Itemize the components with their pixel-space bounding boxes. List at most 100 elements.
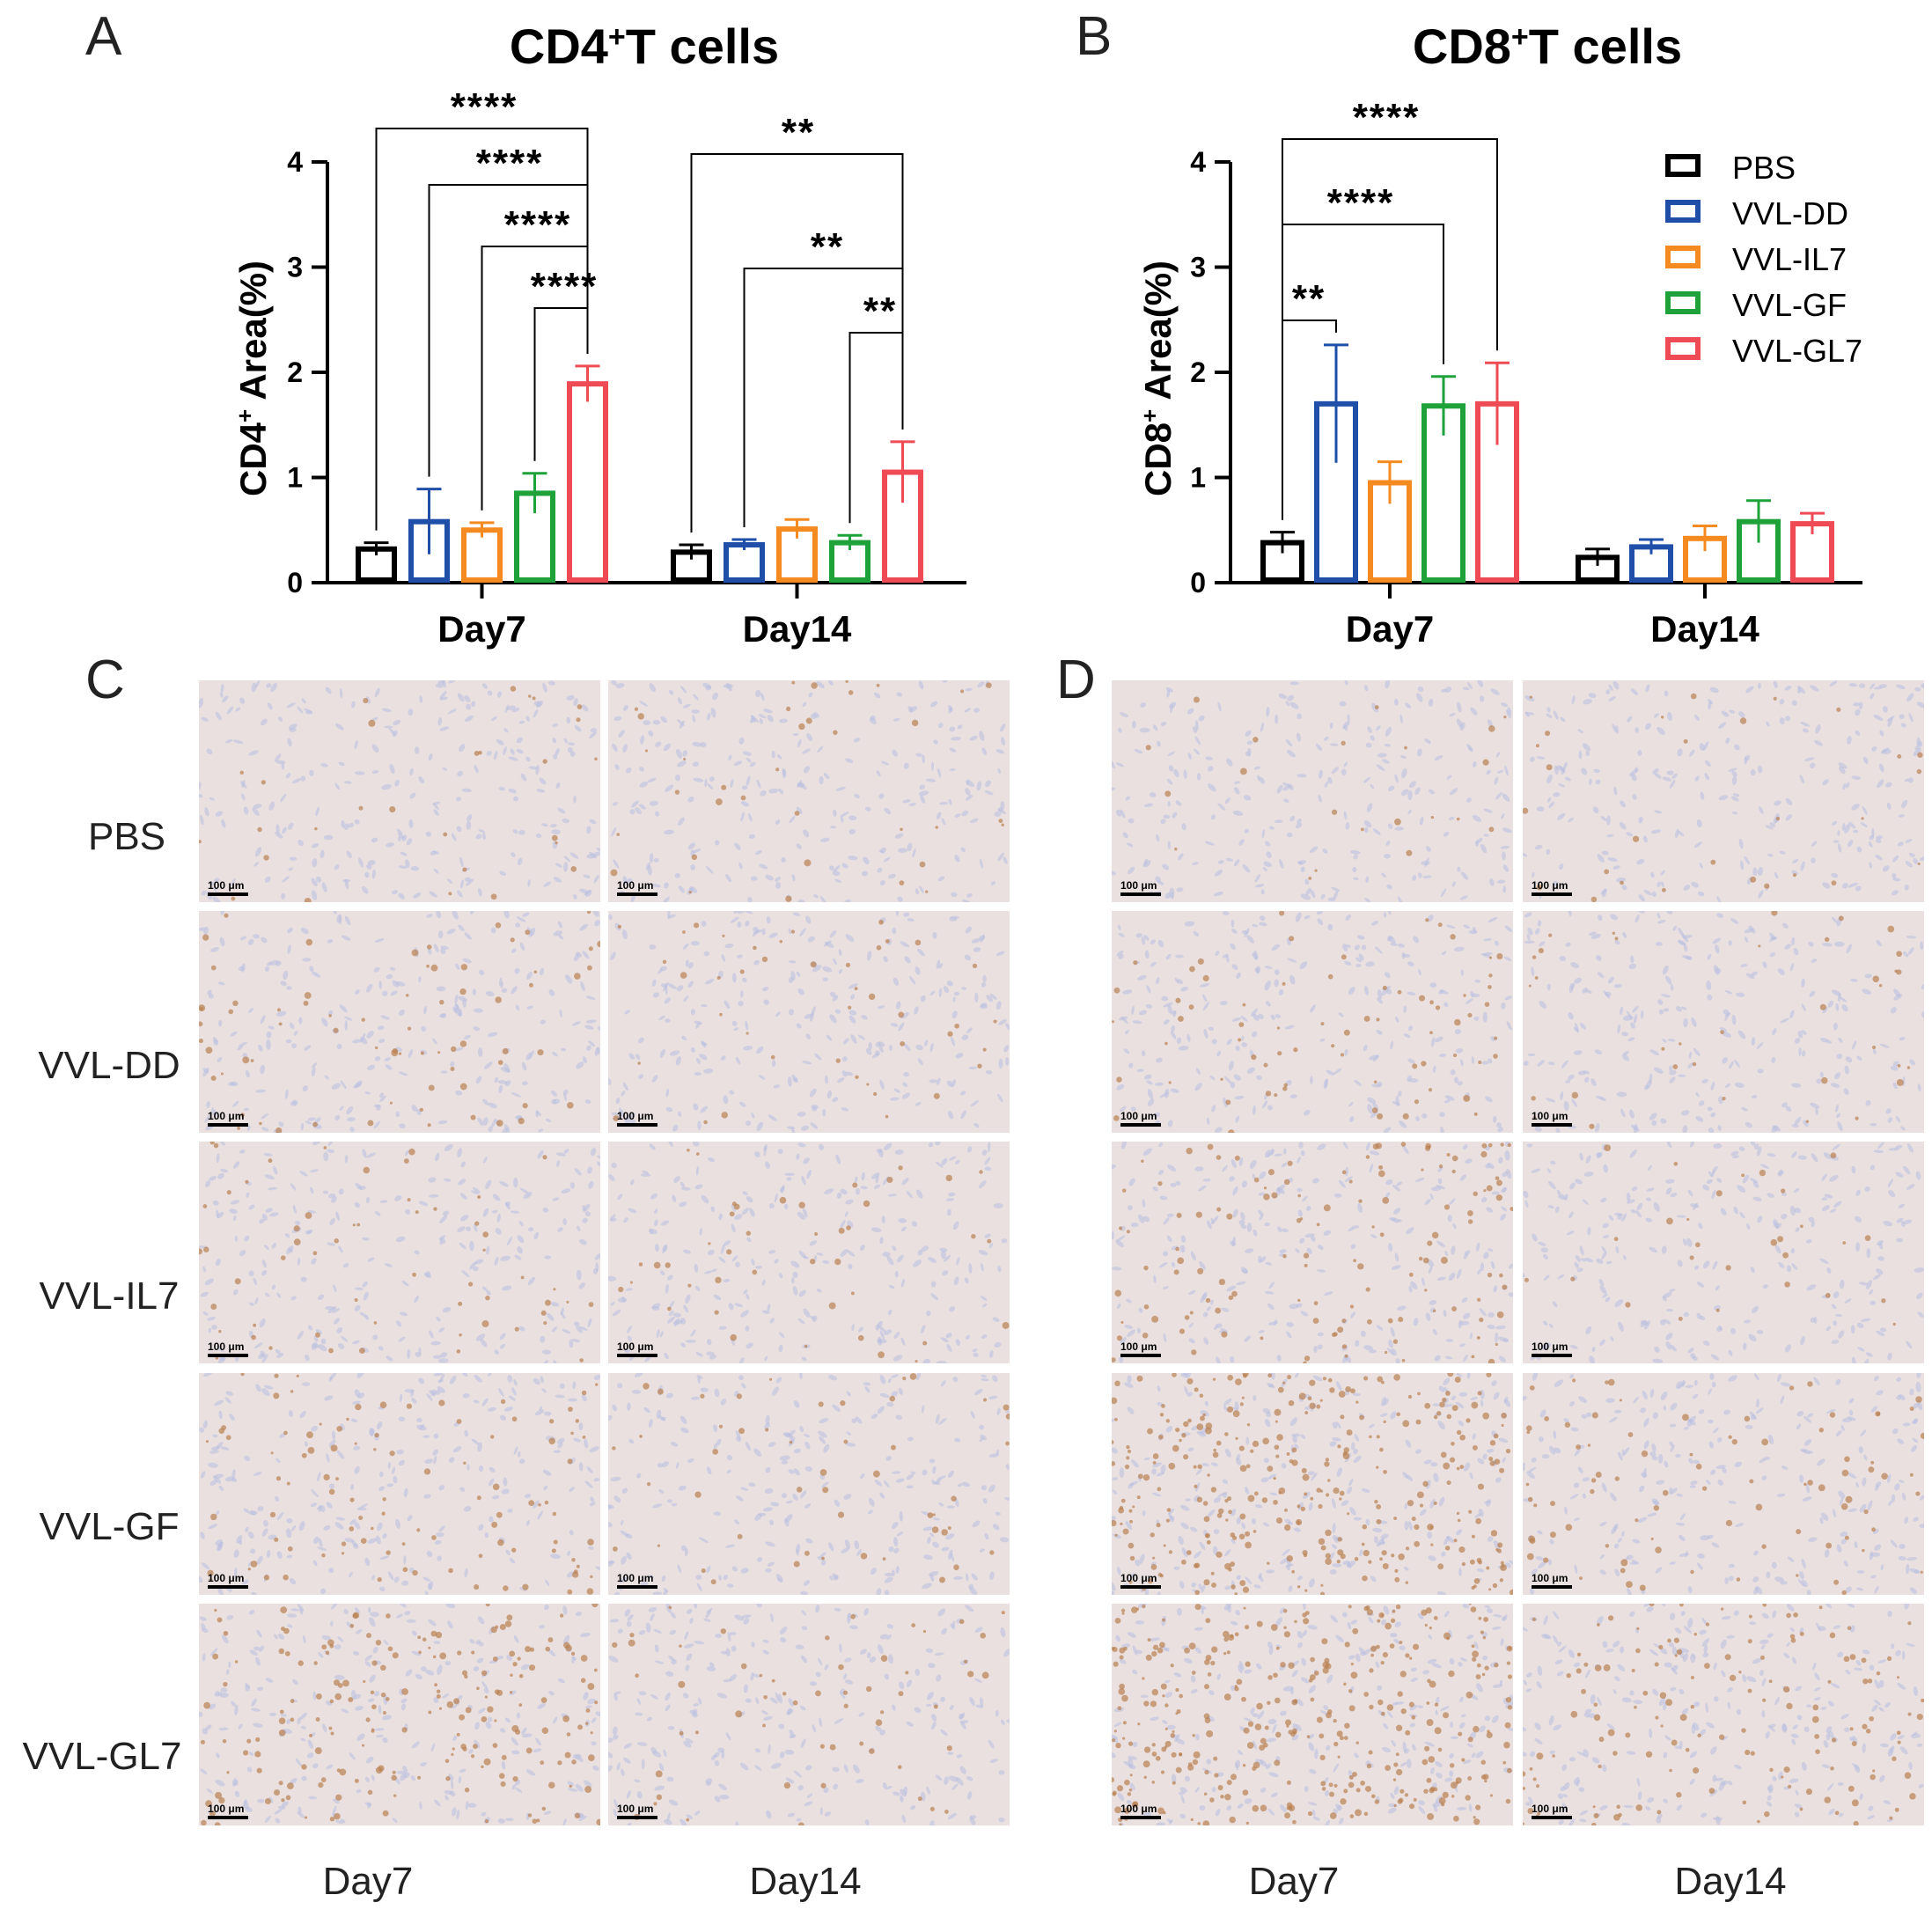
nucleus-dot	[746, 1293, 750, 1300]
stain-dot	[315, 1332, 320, 1338]
nucleus-dot	[234, 1705, 239, 1715]
stain-dot	[293, 1225, 300, 1232]
nucleus-dot	[843, 1038, 849, 1045]
nucleus-dot	[248, 1204, 255, 1210]
nucleus-dot	[578, 1462, 584, 1472]
nucleus-dot	[326, 1453, 330, 1463]
nucleus-dot	[1203, 1028, 1208, 1039]
nucleus-dot	[1210, 1462, 1218, 1467]
nucleus-dot	[1456, 1373, 1462, 1377]
stain-dot	[1226, 1213, 1233, 1220]
nucleus-dot	[474, 1375, 482, 1383]
nucleus-dot	[268, 1186, 278, 1191]
nucleus-dot	[587, 1698, 597, 1705]
nucleus-dot	[550, 1553, 561, 1559]
nucleus-dot	[933, 739, 938, 745]
stain-dot	[635, 1673, 639, 1678]
nucleus-dot	[981, 1303, 988, 1308]
nucleus-dot	[464, 1034, 471, 1039]
stain-dot	[1234, 1155, 1240, 1161]
nucleus-dot	[1202, 1178, 1211, 1182]
nucleus-dot	[768, 1114, 777, 1121]
nucleus-dot	[393, 1576, 400, 1583]
nucleus-dot	[846, 1250, 856, 1257]
nucleus-dot	[204, 1278, 214, 1286]
nucleus-dot	[382, 990, 388, 996]
nucleus-dot	[623, 1743, 633, 1749]
nucleus-dot	[528, 766, 538, 770]
nucleus-dot	[984, 1233, 991, 1238]
nucleus-dot	[300, 775, 306, 782]
stain-dot	[274, 1373, 279, 1378]
nucleus-dot	[1167, 841, 1172, 849]
nucleus-dot	[333, 1284, 337, 1292]
nucleus-dot	[426, 1551, 433, 1557]
nucleus-dot	[344, 823, 349, 831]
tile-background	[608, 1373, 1010, 1595]
nucleus-dot	[650, 1613, 655, 1621]
stain-dot	[1341, 1318, 1347, 1324]
stain-dot	[869, 1748, 875, 1754]
nucleus-dot	[665, 1283, 669, 1294]
stain-dot	[629, 1632, 635, 1638]
stain-dot	[932, 1513, 936, 1517]
nucleus-dot	[212, 896, 221, 902]
nucleus-dot	[1398, 944, 1405, 948]
nucleus-dot	[452, 1446, 462, 1453]
nucleus-dot	[1370, 735, 1375, 741]
nucleus-dot	[387, 1571, 394, 1581]
nucleus-dot	[748, 834, 755, 839]
stain-dot	[270, 1451, 274, 1455]
stain-dot	[571, 1759, 577, 1765]
nucleus-dot	[1345, 822, 1350, 830]
stain-dot	[1227, 1406, 1234, 1413]
stain-dot	[334, 1812, 341, 1820]
nucleus-dot	[1472, 761, 1477, 768]
nucleus-dot	[940, 1696, 946, 1702]
nucleus-dot	[1353, 1455, 1362, 1464]
nucleus-dot	[1309, 1578, 1315, 1588]
nucleus-dot	[440, 1070, 448, 1074]
stain-dot	[385, 1697, 390, 1701]
nucleus-dot	[1252, 1395, 1257, 1401]
stain-dot	[1005, 1414, 1010, 1420]
nucleus-dot	[638, 1691, 647, 1696]
stain-dot	[436, 1693, 441, 1699]
stain-dot	[1353, 1259, 1356, 1263]
stain-dot	[829, 1744, 836, 1751]
nucleus-dot	[1397, 1305, 1407, 1311]
nucleus-dot	[640, 1173, 651, 1177]
nucleus-dot	[997, 768, 1002, 775]
nucleus-dot	[234, 1235, 238, 1242]
stain-dot	[1181, 1433, 1186, 1438]
nucleus-dot	[1371, 1083, 1381, 1088]
nucleus-dot	[994, 812, 1002, 817]
nucleus-dot	[298, 1521, 305, 1531]
nucleus-dot	[1357, 935, 1365, 940]
nucleus-dot	[1357, 1202, 1363, 1214]
nucleus-dot	[1230, 1356, 1235, 1363]
nucleus-dot	[746, 911, 753, 914]
stain-dot	[448, 892, 452, 896]
stain-dot	[805, 717, 812, 724]
nucleus-dot	[746, 1120, 752, 1127]
nucleus-dot	[843, 1494, 852, 1500]
nucleus-dot	[1446, 775, 1452, 780]
nucleus-dot	[833, 958, 837, 966]
stain-dot	[798, 723, 805, 731]
nucleus-dot	[1441, 1551, 1446, 1557]
nucleus-dot	[321, 1723, 327, 1733]
nucleus-dot	[1507, 707, 1512, 716]
nucleus-dot	[433, 944, 439, 953]
stain-dot	[1346, 1429, 1353, 1436]
nucleus-dot	[1313, 1346, 1318, 1354]
nucleus-dot	[540, 1376, 544, 1384]
nucleus-dot	[1138, 1307, 1143, 1313]
nucleus-dot	[409, 768, 414, 776]
nucleus-dot	[1275, 714, 1279, 724]
nucleus-dot	[332, 1308, 341, 1313]
stain-dot	[518, 1673, 524, 1678]
nucleus-dot	[626, 1325, 632, 1333]
nucleus-dot	[275, 1458, 281, 1464]
stain-dot	[1316, 1223, 1320, 1227]
